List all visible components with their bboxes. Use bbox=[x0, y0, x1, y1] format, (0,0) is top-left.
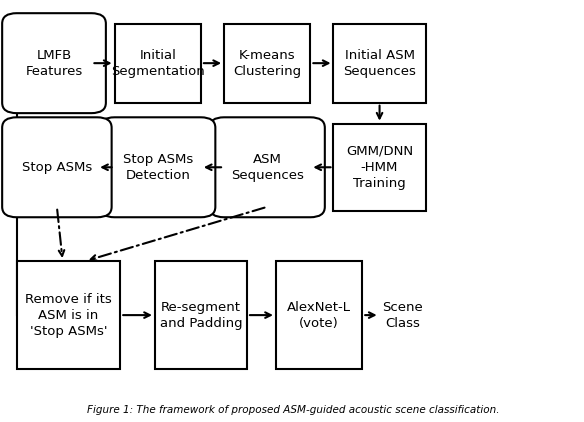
FancyBboxPatch shape bbox=[210, 117, 325, 217]
Text: Scene
Class: Scene Class bbox=[383, 300, 423, 330]
Text: Figure 1: The framework of proposed ASM-guided acoustic scene classification.: Figure 1: The framework of proposed ASM-… bbox=[87, 405, 499, 415]
FancyBboxPatch shape bbox=[2, 117, 112, 217]
Text: Initial
Segmentation: Initial Segmentation bbox=[111, 49, 204, 78]
Text: AlexNet-L
(vote): AlexNet-L (vote) bbox=[287, 300, 351, 330]
Text: Re-segment
and Padding: Re-segment and Padding bbox=[159, 300, 242, 330]
FancyBboxPatch shape bbox=[100, 117, 215, 217]
FancyBboxPatch shape bbox=[224, 24, 311, 103]
Text: Stop ASMs: Stop ASMs bbox=[22, 161, 92, 174]
Text: LMFB
Features: LMFB Features bbox=[25, 49, 83, 78]
FancyBboxPatch shape bbox=[333, 124, 426, 211]
Text: Stop ASMs
Detection: Stop ASMs Detection bbox=[123, 153, 193, 182]
FancyBboxPatch shape bbox=[2, 13, 106, 113]
FancyBboxPatch shape bbox=[16, 261, 120, 369]
Text: ASM
Sequences: ASM Sequences bbox=[231, 153, 304, 182]
Text: K-means
Clustering: K-means Clustering bbox=[233, 49, 301, 78]
Text: Remove if its
ASM is in
'Stop ASMs': Remove if its ASM is in 'Stop ASMs' bbox=[25, 292, 112, 338]
FancyBboxPatch shape bbox=[276, 261, 362, 369]
Text: GMM/DNN
-HMM
Training: GMM/DNN -HMM Training bbox=[346, 145, 413, 190]
FancyBboxPatch shape bbox=[114, 24, 201, 103]
FancyBboxPatch shape bbox=[333, 24, 426, 103]
Text: Initial ASM
Sequences: Initial ASM Sequences bbox=[343, 49, 416, 78]
FancyBboxPatch shape bbox=[155, 261, 247, 369]
